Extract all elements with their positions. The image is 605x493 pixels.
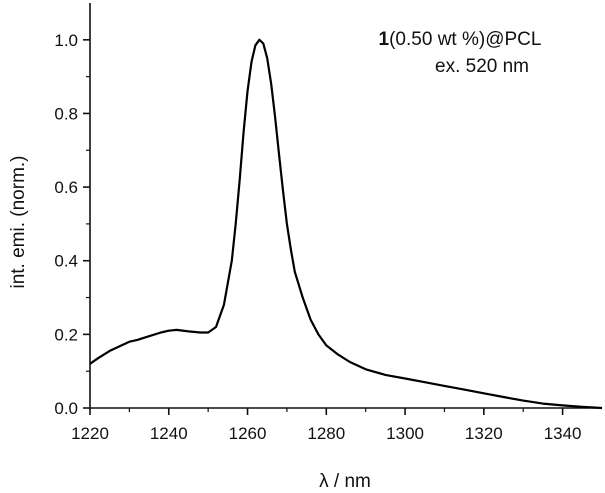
y-tick-label: 0.0 — [54, 399, 78, 418]
annotation-line-1: 1(0.50 wt %)@PCL — [379, 29, 542, 50]
axes — [89, 3, 602, 409]
y-tick-label: 1.0 — [54, 31, 78, 50]
y-axis-title: int. emi. (norm.) — [8, 155, 29, 288]
annotation-compound-number: 1 — [379, 29, 390, 50]
annotation-line-2: ex. 520 nm — [435, 56, 529, 77]
annotation-sample-text: (0.50 wt %)@PCL — [389, 29, 541, 50]
tick-labels: 1220 1240 1260 1280 1300 1320 1340 0.0 0.2 0.4 0.6… — [54, 31, 581, 443]
x-tick-label: 1300 — [386, 424, 424, 443]
emission-series-line — [89, 38, 603, 410]
y-tick-label: 0.8 — [54, 104, 78, 123]
x-tick-label: 1240 — [150, 424, 188, 443]
x-tick-label: 1280 — [307, 424, 345, 443]
x-axis-title: λ / nm — [319, 471, 371, 492]
x-tick-label: 1260 — [229, 424, 267, 443]
x-tick-label: 1320 — [465, 424, 503, 443]
y-tick-label: 0.4 — [54, 252, 78, 271]
x-tick-label: 1340 — [544, 424, 582, 443]
x-tick-label: 1220 — [71, 424, 109, 443]
tick-marks — [83, 39, 564, 415]
y-tick-label: 0.6 — [54, 178, 78, 197]
y-tick-label: 0.2 — [54, 325, 78, 344]
